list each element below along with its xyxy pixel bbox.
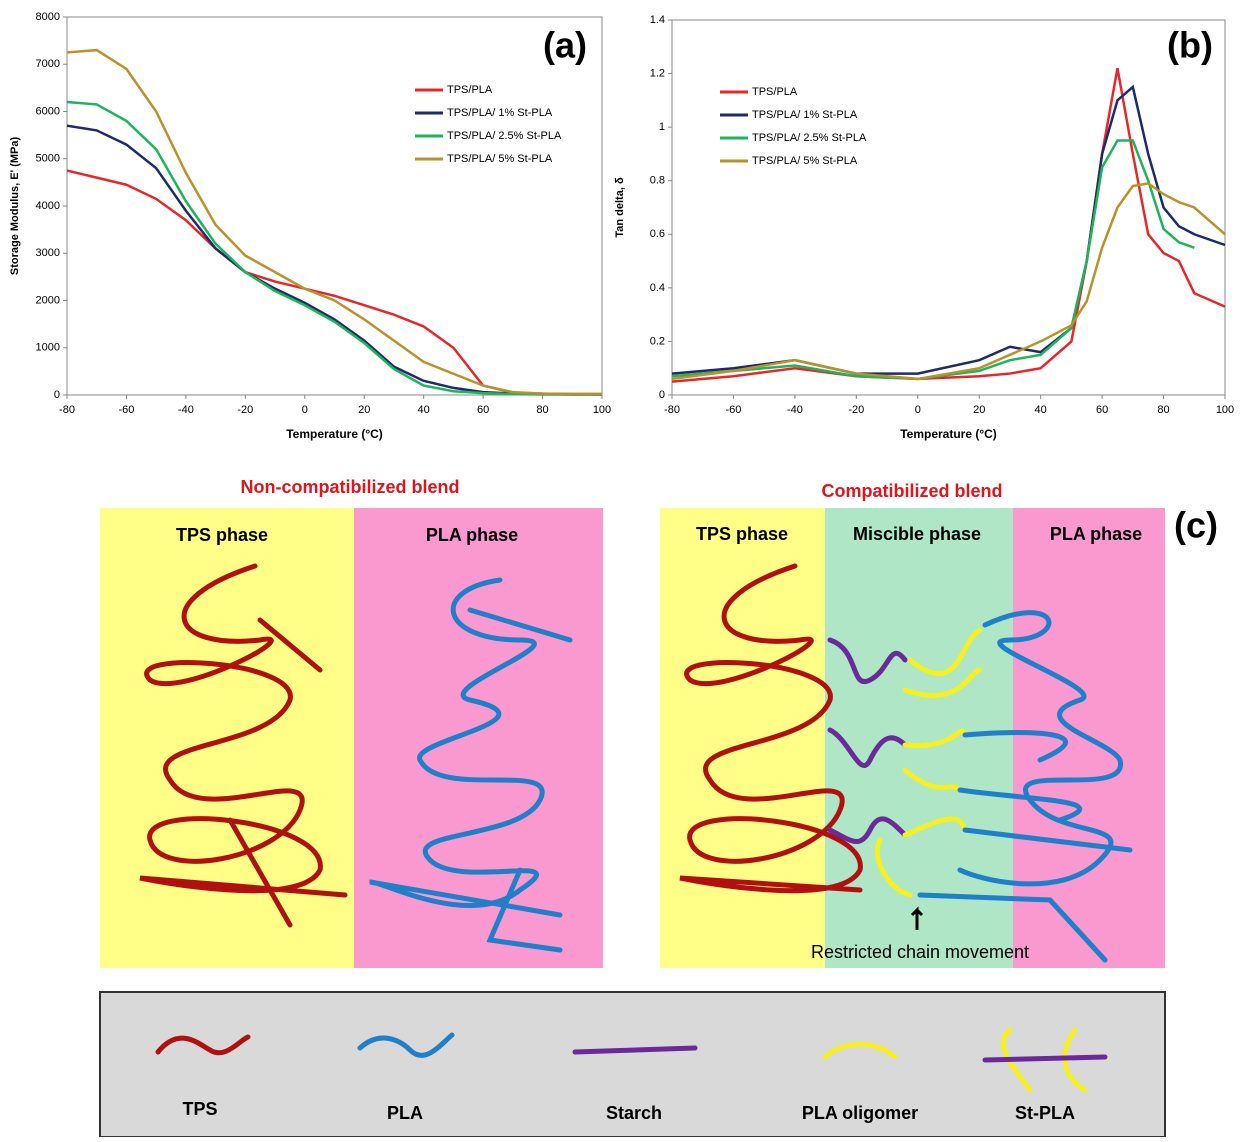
legend-label: PLA oligomer (802, 1103, 918, 1123)
phase-label: TPS phase (696, 524, 788, 544)
legend-label: TPS/PLA (752, 86, 798, 98)
x-tick-label: 0 (302, 404, 308, 416)
diagram-title: Non-compatibilized blend (241, 477, 460, 497)
y-tick-label: 0.8 (650, 175, 665, 187)
x-tick-label: 20 (973, 404, 985, 416)
plot-frame (671, 19, 1226, 396)
panel-label: (c) (1174, 505, 1218, 546)
icon-starch (572, 1045, 698, 1055)
x-tick-label: 60 (477, 404, 489, 416)
legend-label: TPS/PLA (447, 84, 493, 96)
legend-label: TPS/PLA/ 1% St-PLA (447, 107, 553, 119)
x-axis-label: Temperature (°C) (900, 427, 997, 441)
x-tick-label: -80 (664, 404, 680, 416)
pla-chain (917, 610, 1133, 963)
series-line (66, 169, 602, 396)
y-tick-label: 1 (659, 121, 665, 133)
y-tick-label: 0.4 (650, 282, 665, 294)
y-tick-label: 5000 (36, 153, 60, 165)
x-tick-label: 100 (1216, 404, 1234, 416)
x-tick-label: -20 (237, 404, 253, 416)
legend-icons (155, 1027, 1108, 1093)
icon-starch (982, 1054, 1108, 1063)
plot-frame (66, 16, 603, 396)
y-tick-label: 0 (659, 389, 665, 401)
x-tick-label: 40 (418, 404, 430, 416)
legend-label: St-PLA (1015, 1103, 1075, 1123)
y-tick-label: 8000 (36, 11, 60, 23)
y-tick-label: 0.6 (650, 228, 665, 240)
tps-region (660, 508, 825, 968)
x-axis-label: Temperature (°C) (286, 427, 383, 441)
y-tick-label: 4000 (36, 200, 60, 212)
legend-label: PLA (387, 1103, 423, 1123)
y-tick-label: 1000 (36, 342, 60, 354)
oligomer-chain (874, 627, 983, 898)
x-tick-label: 80 (536, 404, 548, 416)
series-line (66, 124, 602, 396)
tps-chain (679, 563, 863, 894)
y-tick-label: 7000 (36, 58, 60, 70)
panel-label: (a) (543, 25, 587, 66)
y-tick-label: 3000 (36, 247, 60, 259)
series-line (671, 84, 1226, 375)
icon-oligomer (822, 1041, 898, 1060)
x-tick-label: -20 (848, 404, 864, 416)
chains (139, 563, 1133, 963)
legend-box (99, 991, 1166, 1138)
legend-label: TPS/PLA/ 1% St-PLA (752, 109, 858, 121)
phase-label: Miscible phase (853, 524, 981, 544)
x-tick-label: 60 (1096, 404, 1108, 416)
legend-label: Starch (606, 1103, 662, 1123)
note: Restricted chain movement (811, 942, 1029, 962)
phase-label: TPS phase (176, 525, 268, 545)
x-tick-label: 100 (593, 404, 611, 416)
x-tick-label: -60 (725, 404, 741, 416)
legend-label: TPS/PLA/ 5% St-PLA (752, 155, 858, 167)
series-line (66, 100, 602, 396)
x-tick-label: 40 (1035, 404, 1047, 416)
legend-label: TPS (182, 1099, 217, 1119)
legend-label: TPS/PLA/ 2.5% St-PLA (447, 130, 562, 142)
icon-tps (155, 1034, 251, 1056)
series-line (671, 139, 1195, 381)
starch-chain (827, 637, 908, 844)
legend-label: TPS/PLA/ 2.5% St-PLA (752, 132, 867, 144)
y-tick-label: 1.2 (650, 67, 665, 79)
pla-chain (369, 577, 573, 953)
diagram-title: Compatibilized blend (821, 481, 1002, 501)
y-axis-label: Storage Modulus, E' (MPa) (9, 137, 21, 276)
x-tick-label: -80 (59, 404, 75, 416)
series-line (66, 48, 602, 396)
legend-label: TPS/PLA/ 5% St-PLA (447, 153, 553, 165)
x-tick-label: 0 (915, 404, 921, 416)
y-tick-label: 2000 (36, 294, 60, 306)
y-tick-label: 1.4 (650, 14, 665, 26)
panel-label: (b) (1167, 25, 1213, 66)
arrow (910, 906, 924, 930)
series-line (671, 182, 1226, 381)
x-tick-label: -40 (178, 404, 194, 416)
y-tick-label: 0.2 (650, 335, 665, 347)
icon-pla (357, 1032, 455, 1058)
phase-label: PLA phase (1050, 524, 1142, 544)
x-tick-label: -40 (787, 404, 803, 416)
y-tick-label: 0 (54, 389, 60, 401)
x-tick-label: 20 (358, 404, 370, 416)
y-axis-label: Tan delta, δ (614, 177, 626, 238)
y-tick-label: 6000 (36, 105, 60, 117)
x-tick-label: 80 (1157, 404, 1169, 416)
phase-label: PLA phase (426, 525, 518, 545)
tps-chain (139, 563, 348, 928)
x-tick-label: -60 (118, 404, 134, 416)
